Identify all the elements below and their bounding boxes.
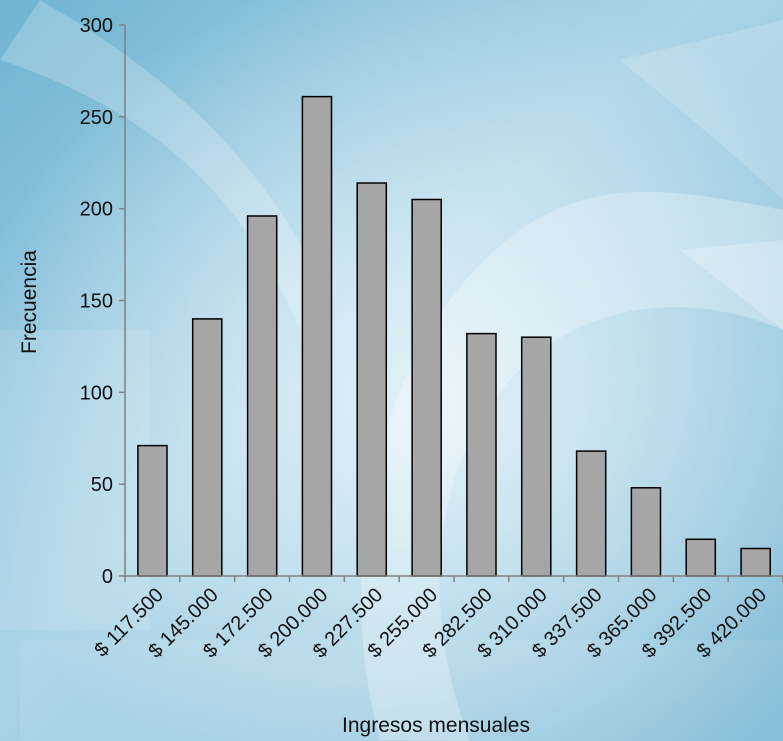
y-tick-label-4: 200 [80,199,113,221]
bar-9 [630,487,662,577]
bar-4 [356,182,388,577]
y-tick-label-3: 150 [80,291,113,313]
y-tick-label-1: 50 [91,474,113,496]
y-tick-label-5: 250 [80,107,113,129]
bar-7 [520,336,552,577]
x-axis-title: Ingresos mensuales [342,714,530,737]
bar-11 [740,547,771,577]
bar-8 [575,450,607,577]
y-axis-title: Frecuencia [18,250,41,354]
y-tick-label-6: 300 [80,15,113,37]
y-tick-label-2: 100 [80,382,113,404]
axes-layer [119,24,783,582]
y-tick-label-0: 0 [102,566,113,588]
bar-0 [137,444,168,577]
bars-layer [137,95,771,577]
bar-10 [685,538,717,577]
bar-1 [191,318,223,577]
bar-2 [246,215,278,577]
bar-3 [301,95,333,577]
bar-6 [466,332,497,577]
bar-5 [411,198,442,577]
